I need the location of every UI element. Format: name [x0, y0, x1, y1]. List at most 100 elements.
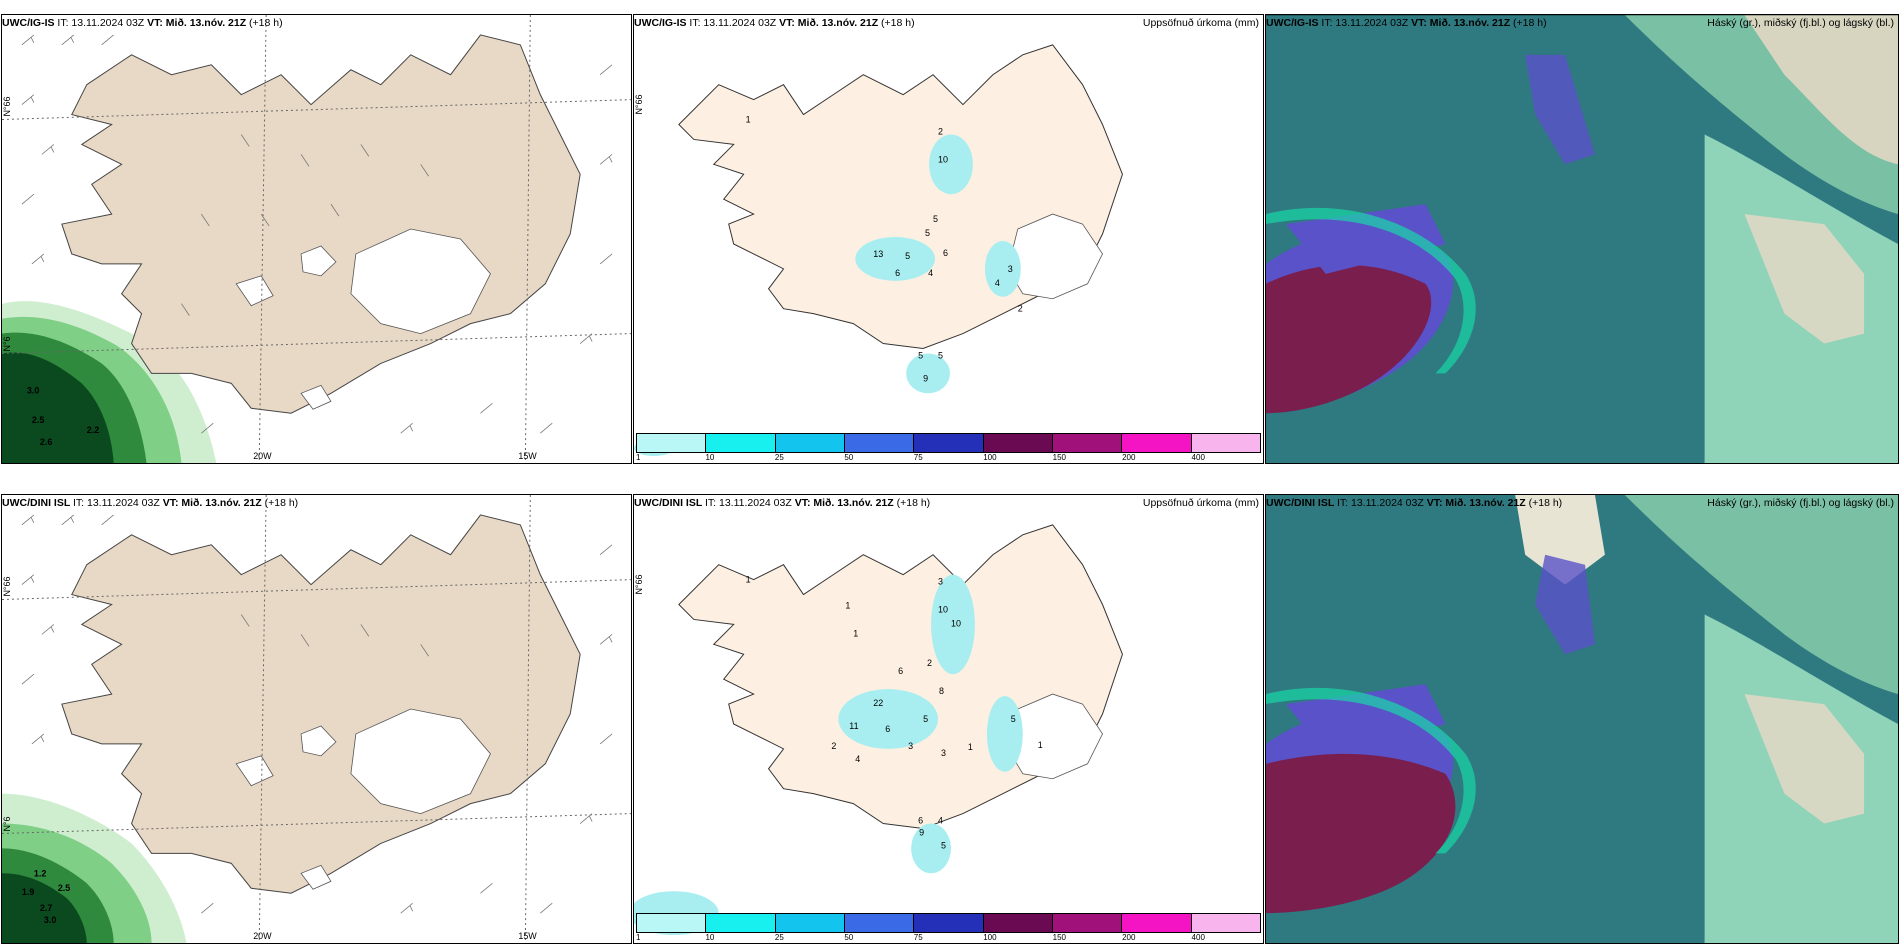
panel-header-line: UWC/DINI ISL IT: 13.11.2024 03Z VT: Mið.… — [1266, 495, 1896, 511]
lon-label-b: 15W — [518, 931, 537, 941]
legend-tick-label: 200 — [1122, 933, 1136, 942]
legend-tick-label: 1 — [636, 933, 641, 942]
legend-swatch — [983, 914, 1053, 932]
fog-value: 2.5 — [32, 415, 44, 425]
precip-value: 5 — [933, 214, 938, 224]
valid-time: VT: Mið. 13.nóv. 21Z — [162, 497, 265, 509]
precip-value: 13 — [873, 249, 883, 259]
wind-panel-row2: N°66 N°6 20W 15W 1.2 2.5 1.9 2.7 3.0 — [1, 494, 632, 944]
legend-swatch — [1191, 434, 1260, 452]
precip-value: 4 — [855, 754, 860, 764]
precip-value: 2 — [927, 658, 932, 668]
lead-time: (+18 h) — [1513, 17, 1547, 29]
legend-tick-label: 50 — [844, 933, 854, 942]
model-name: UWC/IG-IS — [1266, 17, 1322, 29]
lead-time: (+18 h) — [896, 497, 931, 509]
precip-panel-row2: N°66 1 3 10 10 1 1 6 2 8 22 11 6 5 2 4 3… — [633, 494, 1264, 944]
init-time: IT: 13.11.2024 03Z — [689, 17, 780, 29]
init-time: IT: 13.11.2024 03Z — [1321, 17, 1412, 29]
legend-swatch — [775, 914, 845, 932]
precip-panel-row1: N°66 1 2 10 5 5 13 6 4 5 6 3 4 2 5 5 9 1… — [633, 14, 1264, 464]
wind-panel-row1: N°66 N°6 20W 15W 3.0 2.5 2.6 2.2 — [1, 14, 632, 464]
panel-title: Háský (gr.), miðský (fj.bl.) og lágský (… — [1707, 17, 1894, 29]
legend-swatch — [706, 914, 776, 932]
precip-value: 10 — [938, 604, 948, 614]
lead-time: (+18 h) — [264, 497, 299, 509]
precip-value: 9 — [919, 827, 924, 837]
wind-map-row1: N°66 N°6 20W 15W 3.0 2.5 2.6 2.2 — [2, 15, 631, 463]
valid-time: VT: Mið. 13.nóv. 21Z — [1411, 17, 1514, 29]
legend-tick-label: 10 — [705, 933, 715, 942]
legend-swatch — [914, 914, 984, 932]
precip-value: 3 — [1008, 264, 1013, 274]
precip-value: 4 — [938, 816, 943, 826]
fog-value: 2.6 — [40, 437, 52, 447]
cloud-panel-row1 — [1265, 14, 1899, 464]
lat-label-b: N°6 — [2, 336, 12, 351]
precip-value: 6 — [943, 248, 948, 258]
init-time: IT: 13.11.2024 03Z — [1336, 497, 1427, 509]
precip-value: 4 — [928, 268, 933, 278]
legend-tick-label: 100 — [983, 933, 997, 942]
lat-label-b: N°6 — [2, 816, 12, 831]
legend-tick-label: 1 — [636, 453, 641, 462]
precip-legend — [636, 433, 1261, 453]
legend-swatch — [1122, 434, 1192, 452]
lat-label: N°66 — [634, 95, 644, 115]
lead-time: (+18 h) — [1528, 497, 1563, 509]
precip-value: 5 — [1011, 714, 1016, 724]
precip-value: 5 — [938, 350, 943, 360]
panel-header-line: UWC/IG-IS IT: 13.11.2024 03Z VT: Mið. 13… — [1266, 15, 1896, 31]
panel-header-line: UWC/IG-IS IT: 13.11.2024 03Z VT: Mið. 13… — [2, 15, 629, 31]
cloud-panel-row2 — [1265, 494, 1899, 944]
precip-value: 1 — [746, 115, 751, 125]
lon-label-a: 20W — [253, 931, 272, 941]
legend-swatch — [1191, 914, 1260, 932]
precip-value: 1 — [1038, 740, 1043, 750]
precip-value: 9 — [923, 373, 928, 383]
panel-title: Uppsöfnuð úrkoma (mm) — [1142, 17, 1259, 29]
legend-swatch — [637, 434, 707, 452]
legend-swatch — [775, 434, 845, 452]
precip-value: 1 — [968, 742, 973, 752]
precip-value: 10 — [938, 154, 948, 164]
precip-value: 6 — [918, 816, 923, 826]
legend-tick-label: 10 — [705, 453, 715, 462]
fog-value: 1.9 — [22, 887, 34, 897]
lead-time: (+18 h) — [881, 17, 915, 29]
lon-label-a: 20W — [253, 451, 272, 461]
precip-legend-ticks: 1 10 25 50 75 100 150 200 400 — [636, 933, 1261, 943]
init-time: IT: 13.11.2024 03Z — [704, 497, 795, 509]
precip-value: 22 — [873, 698, 883, 708]
valid-time: VT: Mið. 13.nóv. 21Z — [1426, 497, 1529, 509]
lat-label-a: N°66 — [2, 577, 12, 597]
valid-time: VT: Mið. 13.nóv. 21Z — [147, 17, 250, 29]
precip-value: 6 — [895, 268, 900, 278]
fog-value: 2.5 — [58, 883, 70, 893]
legend-tick-label: 50 — [844, 453, 854, 462]
legend-swatch — [706, 434, 776, 452]
legend-swatch — [844, 434, 915, 452]
legend-swatch — [1052, 914, 1123, 932]
panel-header-line: UWC/IG-IS IT: 13.11.2024 03Z VT: Mið. 13… — [634, 15, 1261, 31]
legend-swatch — [1052, 434, 1123, 452]
precip-map-row1: N°66 1 2 10 5 5 13 6 4 5 6 3 4 2 5 5 9 — [634, 15, 1263, 463]
legend-tick-label: 150 — [1052, 453, 1067, 462]
cloud-map-row1 — [1266, 15, 1898, 463]
init-time: IT: 13.11.2024 03Z — [57, 17, 148, 29]
precip-value: 1 — [845, 600, 850, 610]
precip-value: 3 — [938, 577, 943, 587]
model-name: UWC/DINI ISL — [1266, 497, 1337, 509]
precip-value: 5 — [941, 840, 946, 850]
legend-swatch — [844, 914, 915, 932]
precip-value: 5 — [918, 350, 923, 360]
panel-title: Háský (gr.), miðský (fj.bl.) og lágský (… — [1707, 497, 1894, 509]
precip-value: 10 — [951, 618, 961, 628]
panel-header-line: UWC/DINI ISL IT: 13.11.2024 03Z VT: Mið.… — [634, 495, 1261, 511]
lead-time: (+18 h) — [249, 17, 283, 29]
legend-tick-label: 75 — [913, 933, 923, 942]
precip-value: 5 — [923, 714, 928, 724]
precip-map-row2: N°66 1 3 10 10 1 1 6 2 8 22 11 6 5 2 4 3… — [634, 495, 1263, 943]
precip-value: 6 — [898, 666, 903, 676]
valid-time: VT: Mið. 13.nóv. 21Z — [779, 17, 882, 29]
